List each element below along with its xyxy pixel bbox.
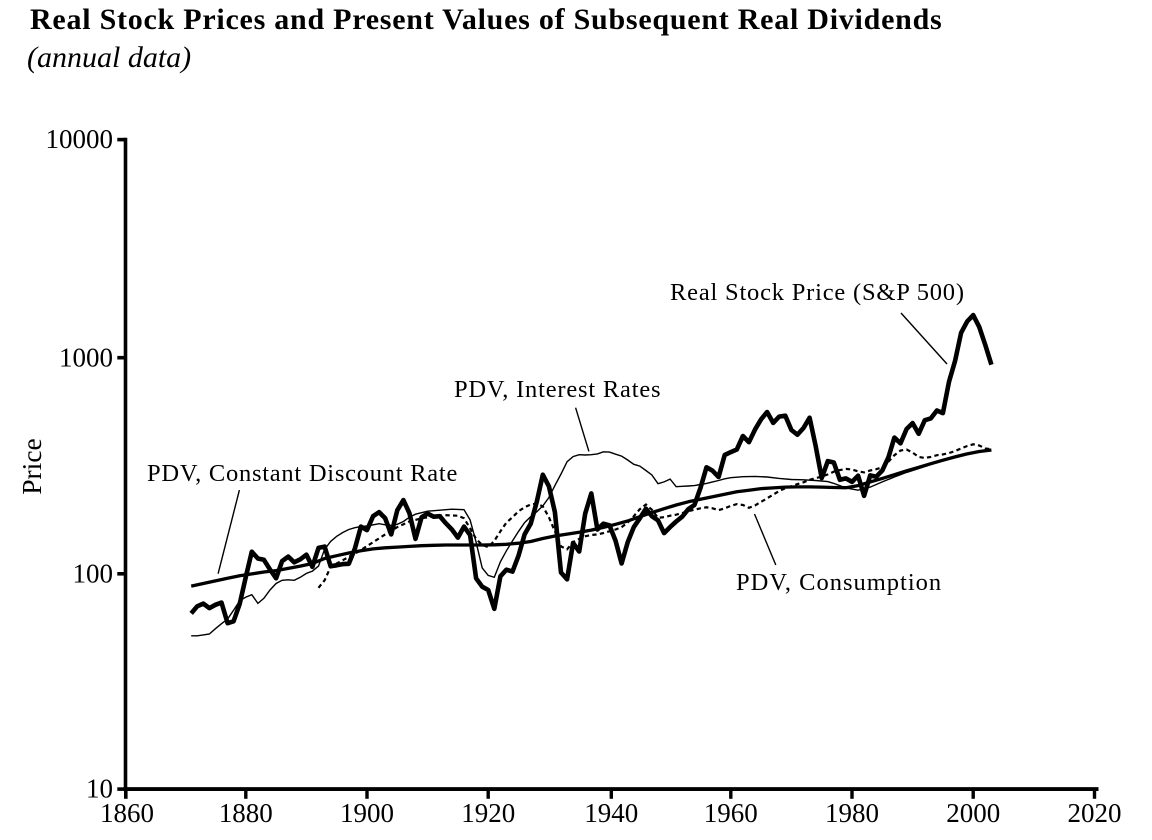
- svg-text:Real Stock Price (S&P 500): Real Stock Price (S&P 500): [670, 279, 965, 306]
- svg-text:PDV, Consumption: PDV, Consumption: [736, 569, 942, 596]
- svg-text:1960: 1960: [704, 798, 758, 828]
- svg-text:10000: 10000: [46, 124, 114, 154]
- svg-text:2020: 2020: [1068, 798, 1122, 828]
- svg-text:1940: 1940: [584, 798, 638, 828]
- svg-text:PDV, Interest Rates: PDV, Interest Rates: [454, 376, 661, 403]
- svg-text:Price: Price: [16, 438, 47, 495]
- svg-text:1900: 1900: [340, 798, 394, 828]
- svg-text:100: 100: [73, 558, 114, 588]
- svg-text:1920: 1920: [461, 798, 515, 828]
- svg-text:1000: 1000: [59, 342, 113, 372]
- svg-text:1860: 1860: [100, 798, 154, 828]
- svg-text:1880: 1880: [219, 798, 273, 828]
- svg-text:(annual data): (annual data): [27, 41, 191, 74]
- svg-text:2000: 2000: [946, 798, 1000, 828]
- svg-text:1980: 1980: [825, 798, 879, 828]
- svg-text:Real Stock Prices and Present: Real Stock Prices and Present Values of …: [30, 3, 942, 36]
- svg-text:PDV, Constant Discount Rate: PDV, Constant Discount Rate: [147, 460, 458, 487]
- svg-text:10: 10: [86, 774, 113, 804]
